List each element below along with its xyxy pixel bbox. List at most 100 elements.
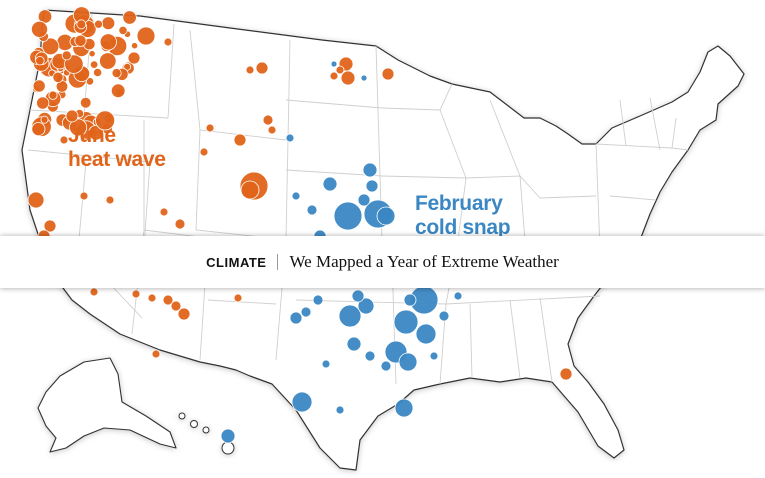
cold-event-marker — [333, 201, 363, 231]
heat-event-marker — [205, 123, 215, 133]
heat-event-marker — [40, 115, 49, 124]
heat-event-marker — [151, 349, 161, 359]
cold-event-marker — [291, 191, 301, 201]
heat-event-marker — [48, 90, 58, 100]
heat-event-marker — [170, 300, 182, 312]
heat-event-marker — [32, 79, 46, 93]
heat-event-marker — [233, 133, 247, 147]
cold-event-marker — [289, 311, 303, 325]
heat-event-marker — [559, 367, 573, 381]
cold-event-marker — [415, 323, 437, 345]
banner-divider — [277, 254, 279, 270]
heat-event-marker — [163, 37, 173, 47]
cold-event-marker — [357, 193, 371, 207]
heat-event-marker — [381, 67, 395, 81]
heat-event-marker — [79, 96, 92, 109]
cold-event-marker — [357, 297, 375, 315]
heat-event-marker — [89, 287, 99, 297]
heat-event-marker — [65, 109, 79, 123]
cold-event-marker — [300, 306, 312, 318]
hawaii-shapes — [178, 412, 235, 455]
february-label-line-2: cold snap — [415, 216, 511, 239]
heat-event-marker — [101, 16, 116, 31]
heat-event-markers — [27, 6, 573, 381]
cold-event-marker — [335, 405, 345, 415]
cold-event-marker — [291, 391, 313, 413]
cold-event-marker — [220, 428, 236, 444]
heat-event-marker — [340, 70, 356, 86]
cold-event-marker — [322, 176, 338, 192]
cold-event-marker — [338, 304, 362, 328]
heat-event-marker — [245, 65, 255, 75]
heat-event-marker — [27, 191, 45, 209]
heat-event-marker — [95, 110, 116, 131]
alaska-shape — [37, 357, 177, 453]
heat-event-marker — [127, 51, 141, 65]
cold-event-marker — [306, 204, 318, 216]
heat-event-marker — [162, 294, 174, 306]
heat-event-marker — [199, 147, 209, 157]
heat-event-marker — [159, 207, 169, 217]
heat-event-marker — [99, 52, 117, 70]
june-label-line-1: June — [68, 124, 116, 147]
cold-event-marker — [453, 291, 463, 301]
heat-event-marker — [35, 56, 45, 66]
heat-event-marker — [52, 71, 64, 83]
heat-event-marker — [131, 42, 139, 50]
june-heat-wave-label: June heat wave — [68, 124, 166, 172]
heat-event-marker — [43, 219, 57, 233]
heat-event-marker — [111, 68, 122, 79]
heat-event-marker — [233, 293, 243, 303]
heat-event-marker — [177, 307, 191, 321]
heat-event-marker — [74, 34, 87, 47]
cold-event-marker — [362, 162, 378, 178]
heat-event-marker — [118, 25, 128, 36]
cold-event-marker — [380, 360, 392, 372]
article-banner[interactable]: CLIMATE We Mapped a Year of Extreme Weat… — [0, 236, 765, 288]
heat-event-marker — [136, 26, 156, 46]
cold-event-marker — [321, 359, 331, 369]
heat-event-marker — [69, 118, 88, 137]
heat-event-marker — [79, 191, 89, 201]
cold-event-marker — [360, 74, 368, 82]
heat-event-marker — [99, 33, 117, 51]
heat-event-marker — [59, 135, 69, 145]
heat-event-marker — [267, 125, 277, 135]
cold-event-marker — [394, 398, 414, 418]
cold-event-markers — [220, 60, 463, 444]
heat-event-marker — [329, 71, 339, 81]
cold-event-marker — [365, 179, 379, 193]
heat-event-marker — [41, 37, 60, 56]
february-label-line-1: February — [415, 192, 503, 215]
heat-event-marker — [131, 289, 141, 299]
cold-event-marker — [330, 60, 338, 68]
cold-event-marker — [312, 294, 324, 306]
heat-event-marker — [61, 50, 72, 61]
cold-event-marker — [429, 351, 439, 361]
heat-event-marker — [94, 19, 104, 29]
cold-event-marker — [346, 336, 362, 352]
cold-event-marker — [393, 309, 419, 335]
february-cold-snap-label: February cold snap — [415, 192, 511, 240]
heat-event-marker — [31, 122, 46, 137]
cold-event-marker — [285, 133, 295, 143]
heat-event-marker — [122, 10, 137, 25]
heat-event-marker — [110, 83, 126, 99]
heat-event-marker — [174, 218, 186, 230]
cold-event-marker — [351, 289, 365, 303]
heat-event-marker — [335, 65, 345, 75]
cold-event-marker — [398, 352, 418, 372]
cold-event-marker — [438, 310, 450, 322]
cold-event-marker — [364, 350, 376, 362]
cold-event-marker — [403, 293, 417, 307]
article-headline[interactable]: We Mapped a Year of Extreme Weather — [289, 252, 559, 271]
section-label[interactable]: CLIMATE — [206, 254, 267, 270]
heat-event-marker — [105, 195, 115, 205]
heat-event-marker — [147, 293, 157, 303]
heat-event-marker — [262, 114, 274, 126]
cold-event-marker — [376, 206, 396, 226]
heat-event-marker — [93, 67, 103, 78]
heat-event-marker — [255, 61, 269, 75]
heat-event-marker — [30, 20, 49, 38]
heat-event-marker — [240, 180, 260, 200]
